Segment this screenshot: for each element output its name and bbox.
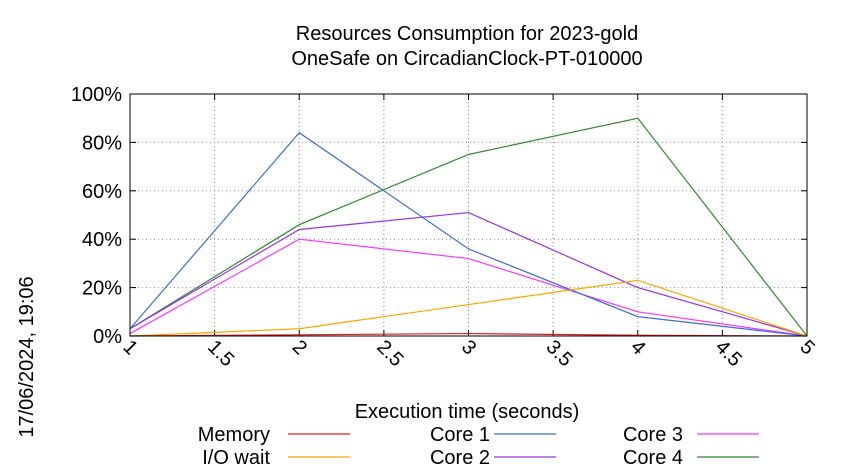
y-tick-label: 40% [82, 229, 122, 251]
x-tick-label: 4.5 [711, 336, 746, 371]
chart-title-line2: OneSafe on CircadianClock-PT-010000 [291, 48, 642, 70]
y-tick-label: 80% [82, 132, 122, 154]
series-line-core-2 [129, 211, 808, 337]
x-tick-label: 3 [457, 336, 480, 359]
series-line-core-4 [129, 117, 808, 337]
series-line-core-1 [129, 131, 808, 337]
x-tick-label: 2 [288, 336, 311, 359]
data-series [129, 117, 808, 337]
legend-label: Core 4 [623, 447, 683, 469]
plot-border [129, 93, 808, 337]
series-line-i-o-wait [129, 279, 808, 337]
grid-lines [130, 94, 807, 336]
x-tick-label: 5 [795, 336, 818, 359]
chart-title-line1: Resources Consumption for 2023-gold [296, 23, 638, 45]
x-axis-ticks: 1 1.5 2 2.5 3 3.5 4 4.5 5 [118, 94, 819, 371]
legend-label: Core 1 [430, 424, 490, 446]
legend-label: Core 3 [623, 424, 683, 446]
y-tick-label: 0% [93, 326, 122, 348]
x-tick-label: 2.5 [372, 336, 407, 371]
legend-label: Core 2 [430, 447, 490, 469]
y-tick-label: 60% [82, 181, 122, 203]
x-tick-label: 1.5 [203, 336, 238, 371]
series-line-core-3 [129, 238, 808, 337]
x-tick-label: 3.5 [542, 336, 577, 371]
y-axis-ticks: 0% 20% 40% 60% 80% 100% [71, 84, 807, 348]
legend-label: I/O wait [202, 447, 270, 469]
timestamp-label: 17/06/2024, 19:06 [16, 276, 38, 437]
legend-label: Memory [198, 424, 270, 446]
x-axis-label: Execution time (seconds) [355, 401, 580, 423]
x-tick-label: 4 [626, 336, 649, 359]
y-tick-label: 100% [71, 84, 122, 106]
y-tick-label: 20% [82, 278, 122, 300]
